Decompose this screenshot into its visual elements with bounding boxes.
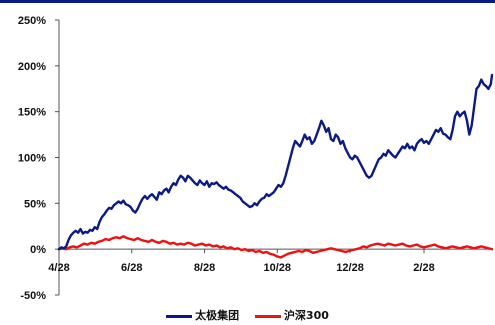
x-tick-label: 6/28 (121, 262, 142, 274)
x-tick-label: 8/28 (194, 262, 215, 274)
y-tick-label: 0% (30, 244, 46, 256)
legend-swatch-series-0 (166, 314, 193, 318)
legend: 太极集团 沪深300 (0, 309, 495, 323)
y-axis: -50% 0% 50% 100% 150% 200% 250% (18, 15, 60, 302)
x-tick-label: 12/28 (336, 262, 364, 274)
series-line-0 (57, 73, 494, 251)
y-tick-label: 50% (24, 198, 46, 210)
y-tick-label: 150% (18, 107, 46, 119)
series-line-1 (57, 235, 494, 259)
legend-item-series-0: 太极集团 (166, 309, 239, 323)
x-tick-label: 10/28 (264, 262, 292, 274)
legend-item-series-1: 沪深300 (254, 309, 329, 323)
y-tick-label: 100% (18, 153, 46, 165)
x-tick-label: 4/28 (48, 262, 69, 274)
series-lines (57, 73, 494, 259)
legend-label-series-1: 沪深300 (283, 309, 329, 322)
x-axis: 4/28 6/28 8/28 10/28 12/28 2/28 (48, 248, 492, 274)
y-tick-label: 200% (18, 61, 46, 73)
y-tick-label: -50% (20, 290, 46, 302)
legend-label-series-0: 太极集团 (195, 309, 240, 322)
legend-swatch-series-1 (254, 314, 281, 318)
top-border (0, 0, 495, 3)
y-tick-label: 250% (18, 15, 46, 27)
x-tick-label: 2/28 (413, 262, 434, 274)
